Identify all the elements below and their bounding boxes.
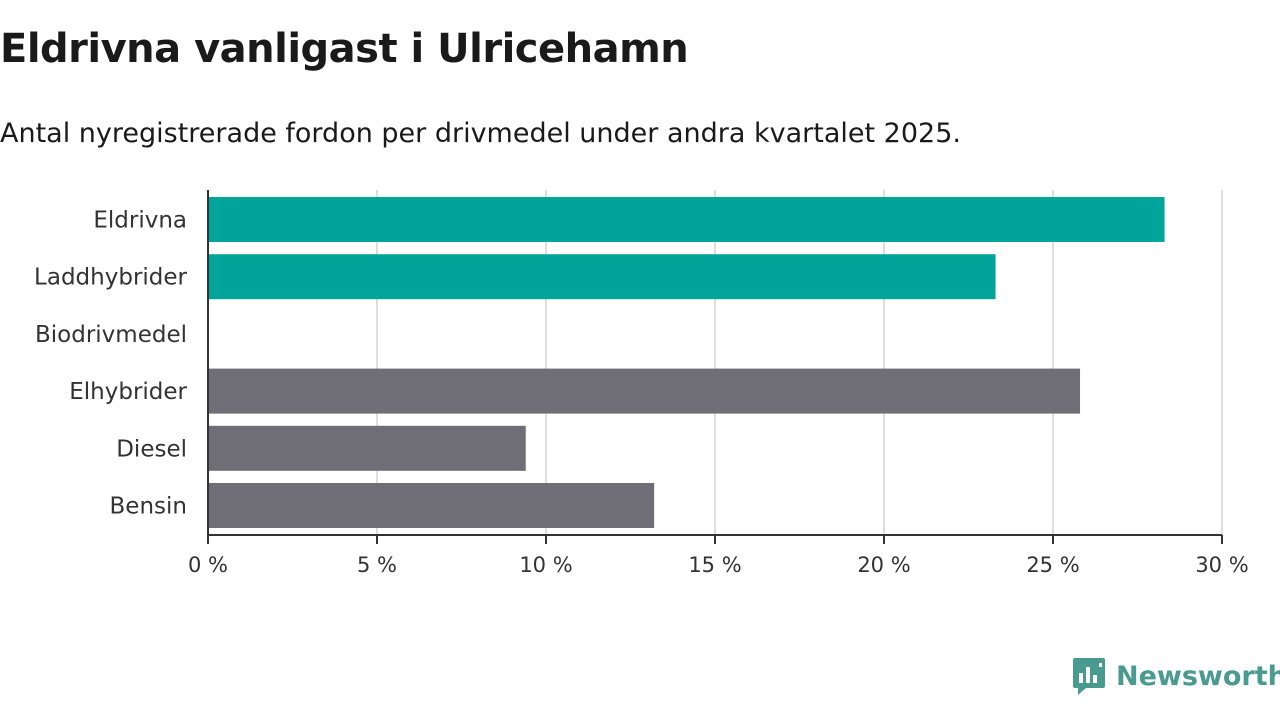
brand-logo: Newsworthy (1072, 656, 1280, 696)
newsworthy-logo-icon (1073, 658, 1105, 695)
bar (208, 425, 526, 471)
bar (208, 197, 1165, 242)
x-tick-label: 15 % (688, 553, 741, 577)
category-label: Laddhybrider (34, 265, 187, 291)
x-tick-label: 5 % (357, 553, 397, 577)
x-axis: 0 % 5 % 10 % 15 % 20 % 25 % 30 % (188, 190, 1249, 577)
category-label: Bensin (110, 494, 187, 520)
category-label: Elhybrider (69, 379, 187, 405)
bar (208, 483, 655, 528)
bar (208, 368, 1081, 414)
chart-title: Eldrivna vanligast i Ulricehamn (0, 26, 689, 72)
x-tick-label: 30 % (1195, 553, 1248, 577)
gridlines (376, 190, 1223, 535)
x-tick-label: 0 % (188, 553, 228, 577)
category-label: Eldrivna (93, 208, 187, 234)
category-label: Biodrivmedel (35, 322, 187, 348)
brand-name: Newsworthy (1116, 660, 1280, 692)
category-label: Diesel (116, 436, 187, 462)
category-labels: Eldrivna Laddhybrider Biodrivmedel Elhybrid… (34, 208, 187, 520)
bar (208, 254, 996, 300)
chart-subtitle: Antal nyregistrerade fordon per drivmede… (0, 118, 961, 149)
x-tick-label: 20 % (857, 553, 910, 577)
x-tick-label: 25 % (1026, 553, 1079, 577)
x-tick-label: 10 % (519, 553, 572, 577)
bars (208, 197, 1165, 528)
